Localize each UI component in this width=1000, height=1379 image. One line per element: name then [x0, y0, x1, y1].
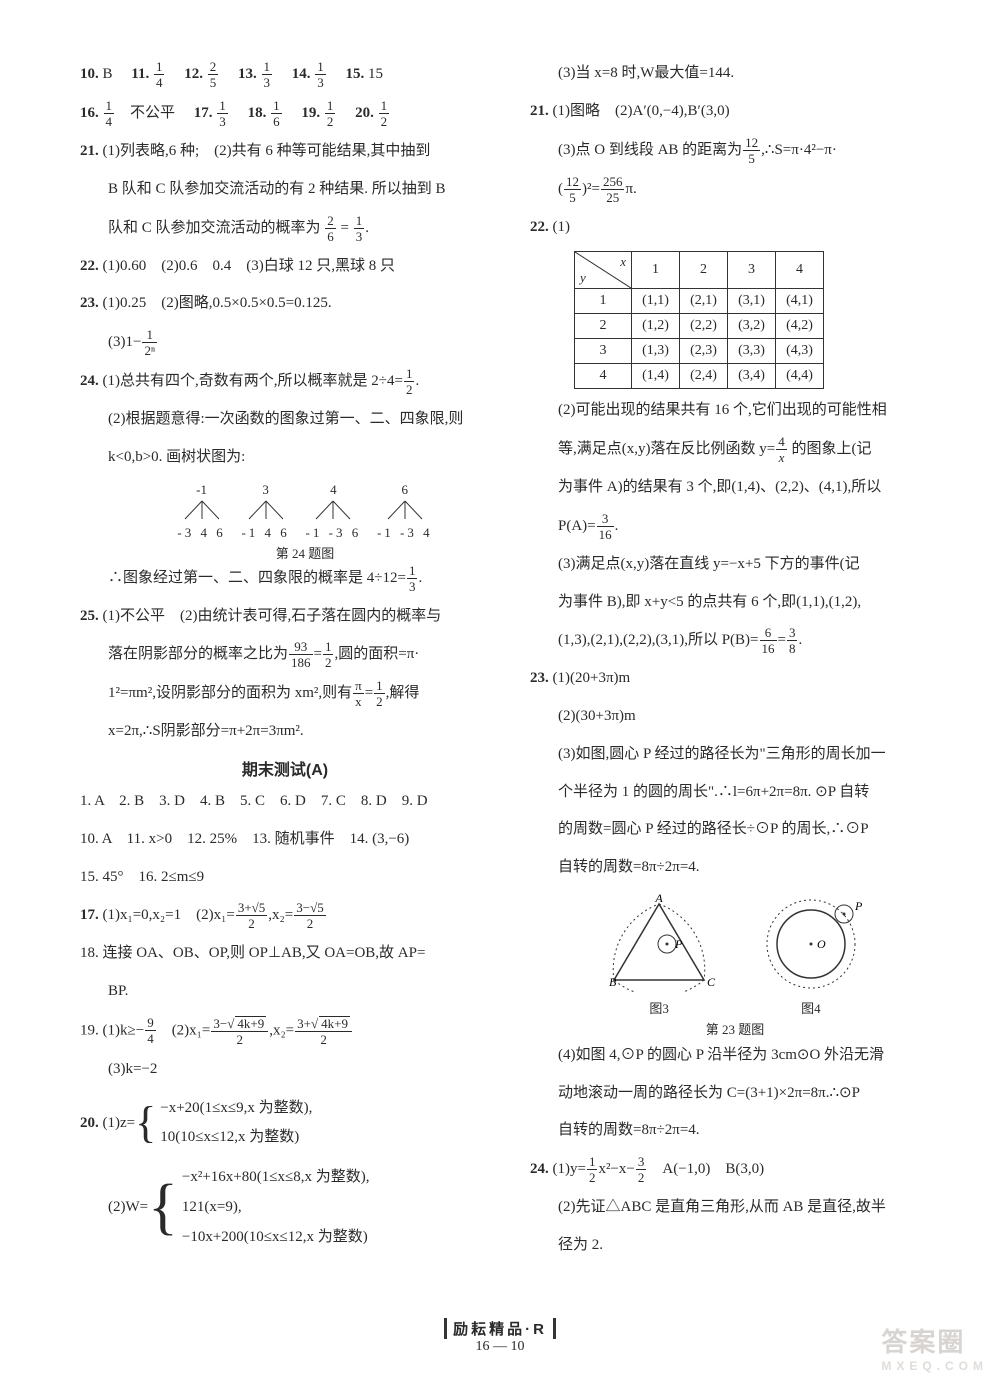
- r23-9: 自转的周数=8π÷2π=4.: [530, 1117, 940, 1145]
- r24: 24. (1)y=12x²−x−32 A(−1,0) B(3,0): [530, 1155, 940, 1184]
- r22-p7: 为事件 B),即 x+y<5 的点共有 6 个,即(1,1),(1,2),: [530, 589, 940, 617]
- tree-diagram-24: -1-3 4 6 3-1 4 6 4-1 -3 6 6-1 -3 4 第 24 …: [120, 482, 490, 562]
- a20-3: (3)当 x=8 时,W最大值=144.: [530, 60, 940, 88]
- r23-8: 动地滚动一周的路径长为 C=(3+1)×2π=8π.∴⊙P: [530, 1080, 940, 1108]
- r23-3: (3)如图,圆心 P 经过的路径长为"三角形的周长加一: [530, 741, 940, 769]
- r22-table: xy 1234 1(1,1)(2,1)(3,1)(4,1) 2(1,2)(2,2…: [574, 251, 824, 389]
- q25: 25. (1)不公平 (2)由统计表可得,石子落在圆内的概率与: [80, 603, 490, 631]
- r22-p2: (2)可能出现的结果共有 16 个,它们出现的可能性相: [530, 397, 940, 425]
- q24-concl: ∴图象经过第一、二、四象限的概率是 4÷12=13.: [80, 564, 490, 593]
- svg-text:B: B: [609, 975, 617, 989]
- r22-p6: (3)满足点(x,y)落在直线 y=−x+5 下方的事件(记: [530, 551, 940, 579]
- q21-l2: B 队和 C 队参加交流活动的有 2 种结果. 所以抽到 B: [80, 176, 490, 204]
- r24-2b: 径为 2.: [530, 1232, 940, 1260]
- a20-2: (2)W={−x²+16x+80(1≤x≤8,x 为整数),121(x=9),−…: [80, 1163, 490, 1252]
- r22: 22. (1): [530, 214, 940, 242]
- fig4-icon: O P: [751, 892, 871, 992]
- a18: 18. 连接 OA、OB、OP,则 OP⊥AB,又 OA=OB,故 AP=: [80, 940, 490, 968]
- aA-l2: 10. A 11. x>0 12. 25% 13. 随机事件 14. (3,−6…: [80, 826, 490, 854]
- page-columns: 10. B 11. 14 12. 25 13. 13 14. 13 15. 15…: [80, 60, 940, 1260]
- r23-7: (4)如图 4,⊙P 的圆心 P 沿半径为 3cm⊙O 外沿无滑: [530, 1042, 940, 1070]
- q24: 24. (1)总共有四个,奇数有两个,所以概率就是 2÷4=12.: [80, 367, 490, 396]
- svg-text:C: C: [707, 975, 716, 989]
- heading-end-test-a: 期末测试(A): [80, 756, 490, 780]
- r23-5: 的周数=圆心 P 经过的路径长÷⊙P 的周长,∴⊙P: [530, 816, 940, 844]
- r24-4: 或 P₂(−4,212),E₂(0,212). 当 AB 是平行四边形的对: [980, 99, 1000, 128]
- a17: 17. (1)x₁=0,x₂=1 (2)x₁=3+√52,x₂=3−√52: [80, 901, 490, 930]
- r21: 21. (1)图略 (2)A′(0,−4),B′(3,0): [530, 98, 940, 126]
- watermark: 答案圈 MXEQ.COM: [881, 1322, 988, 1373]
- r21-3: (125)²=25625π.: [530, 175, 940, 204]
- q24-2: (2)根据题意得:一次函数的图象过第一、二、四象限,则: [80, 406, 490, 434]
- a20-1: 20. (1)z={−x+20(1≤x≤9,x 为整数),10(10≤x≤12,…: [80, 1094, 490, 1154]
- q25-2: 落在阴影部分的概率之比为93186=12,圆的面积=π·: [80, 640, 490, 669]
- r23-figures: A B C P 图3 O P 图4 第 23 题图: [530, 892, 940, 1038]
- q22: 22. (1)0.60 (2)0.6 0.4 (3)白球 12 只,黑球 8 只: [80, 253, 490, 281]
- q23-3: (3)1−12ⁿ: [80, 328, 490, 357]
- r21-2: (3)点 O 到线段 AB 的距离为125,∴S=π·4²−π·: [530, 136, 940, 165]
- r22-p8: (1,3),(2,1),(2,2),(3,1),所以 P(B)=616=38.: [530, 626, 940, 655]
- r24-3: (3)当 AB 是平行四边形的边时,P₁(4,52),E₁(0,52): [980, 60, 1000, 89]
- r23-4: 个半径为 1 的圆的周长".∴l=6π+2π=8π. ⊙P 自转: [530, 779, 940, 807]
- fig3-icon: A B C P: [599, 892, 719, 992]
- a19: 19. (1)k≥−94 (2)x₁=3−√4k+92,x₂=3+√4k+92: [80, 1016, 490, 1046]
- q21-l3: 队和 C 队参加交流活动的概率为 26 = 13.: [80, 214, 490, 243]
- page-footer: 励耘精品·R 16 — 10: [0, 1318, 1000, 1355]
- q24-3: k<0,b>0. 画树状图为:: [80, 444, 490, 472]
- q25-4: x=2π,∴S阴影部分=π+2π=3πm².: [80, 718, 490, 746]
- svg-text:P: P: [674, 937, 683, 951]
- svg-text:O: O: [817, 937, 826, 951]
- r24-2: (2)先证△ABC 是直角三角形,从而 AB 是直径,故半: [530, 1194, 940, 1222]
- a19-3: (3)k=−2: [80, 1056, 490, 1084]
- aA-l3: 15. 45° 16. 2≤m≤9: [80, 864, 490, 892]
- ans-10-15: 10. B 11. 14 12. 25 13. 13 14. 13 15. 15: [80, 60, 490, 89]
- r22-p4: 为事件 A)的结果有 3 个,即(1,4)、(2,2)、(4,1),所以: [530, 474, 940, 502]
- r22-p3: 等,满足点(x,y)落在反比例函数 y=4x 的图象上(记: [530, 435, 940, 464]
- svg-text:P: P: [854, 899, 863, 913]
- q25-3: 1²=πm²,设阴影部分的面积为 xm²,则有πx=12,解得: [80, 679, 490, 708]
- r23-6: 自转的周数=8π÷2π=4.: [530, 854, 940, 882]
- r23-2: (2)(30+3π)m: [530, 703, 940, 731]
- q23: 23. (1)0.25 (2)图略,0.5×0.5×0.5=0.125.: [80, 290, 490, 318]
- aA-l1: 1. A 2. B 3. D 4. B 5. C 6. D 7. C 8. D …: [80, 788, 490, 816]
- r23: 23. (1)(20+3π)m: [530, 665, 940, 693]
- svg-text:A: A: [654, 892, 663, 905]
- ans-16-20: 16. 14 不公平 17. 13 18. 16 19. 12 20. 12: [80, 99, 490, 128]
- q21: 21. (1)列表略,6 种; (2)共有 6 种等可能结果,其中抽到: [80, 138, 490, 166]
- a18-2: BP.: [80, 978, 490, 1006]
- r24-5: 角线时,P₃(2,−32),E₃(0,32).: [980, 138, 1000, 167]
- r22-p5: P(A)=316.: [530, 512, 940, 541]
